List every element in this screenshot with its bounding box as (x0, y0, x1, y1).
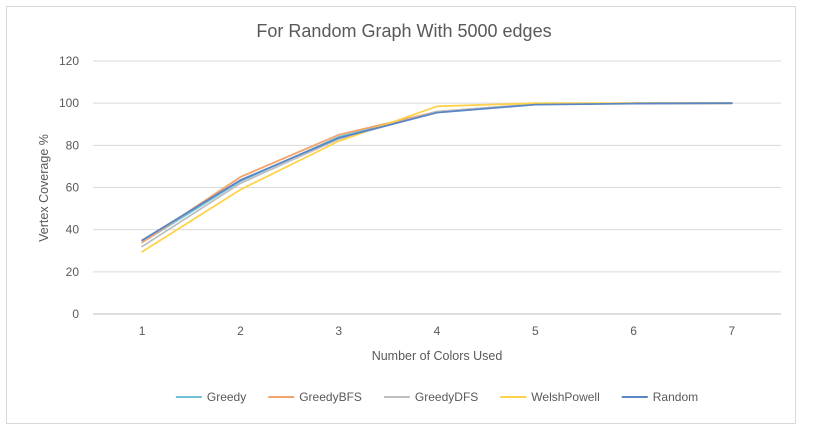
chart-frame (6, 6, 796, 424)
gridlines (93, 60, 781, 315)
legend-label: GreedyBFS (299, 390, 362, 404)
series-line-greedy (141, 102, 733, 244)
legend-label: GreedyDFS (415, 390, 478, 404)
y-axis-title: Vertex Coverage % (37, 134, 51, 242)
y-tick-label: 40 (66, 223, 80, 237)
legend: Greedy GreedyBFS GreedyDFS WelshPowell Rando… (175, 390, 698, 404)
chart-title: For Random Graph With 5000 edges (256, 21, 551, 41)
series-line-greedybfs (141, 102, 733, 244)
x-tick-label: 6 (630, 324, 637, 338)
legend-label: WelshPowell (531, 390, 599, 404)
y-tick-label: 100 (59, 96, 79, 110)
legend-label: Random (653, 390, 698, 404)
x-axis-ticks: 1 2 3 4 5 6 7 (139, 324, 736, 338)
x-tick-label: 3 (335, 324, 342, 338)
x-tick-label: 4 (434, 324, 441, 338)
y-axis-ticks: 0 20 40 60 80 100 120 (59, 54, 79, 321)
legend-label: Greedy (207, 390, 246, 404)
y-tick-label: 20 (66, 265, 80, 279)
series-lines (141, 102, 733, 253)
x-tick-label: 1 (139, 324, 146, 338)
y-tick-label: 120 (59, 54, 79, 68)
series-line-random (141, 102, 733, 242)
x-axis-title: Number of Colors Used (372, 349, 503, 363)
x-tick-label: 7 (729, 324, 736, 338)
x-tick-label: 2 (237, 324, 244, 338)
y-tick-label: 60 (66, 181, 80, 195)
series-line-greedydfs (141, 102, 733, 248)
x-tick-label: 5 (532, 324, 539, 338)
y-tick-label: 0 (72, 307, 79, 321)
y-tick-label: 80 (66, 138, 80, 152)
